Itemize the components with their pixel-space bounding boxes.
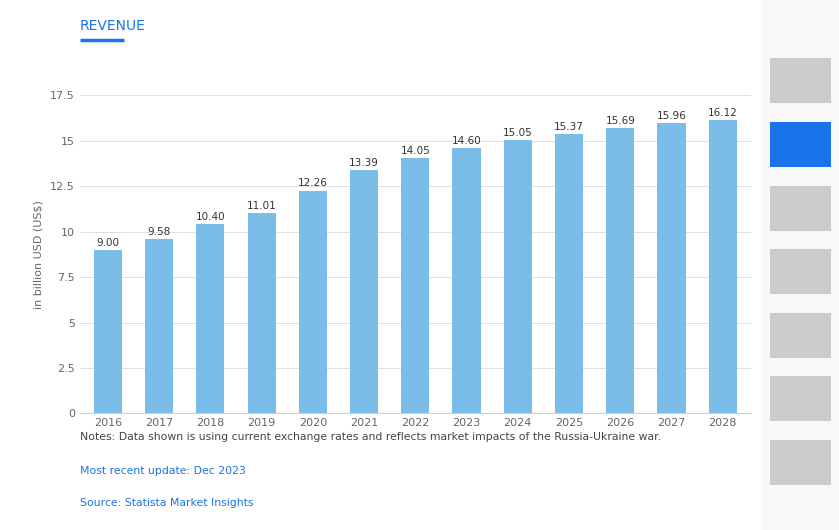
Bar [769,376,831,421]
Bar [769,313,831,358]
Bar [503,140,532,413]
Bar [769,122,831,167]
Text: REVENUE: REVENUE [80,19,146,32]
Bar [555,134,583,413]
Text: 11.01: 11.01 [247,201,277,211]
Bar [145,240,173,413]
Bar [94,250,122,413]
Text: 14.60: 14.60 [451,136,482,146]
Bar [196,224,225,413]
Y-axis label: in billion USD (US$): in billion USD (US$) [34,200,43,309]
Text: Notes: Data shown is using current exchange rates and reflects market impacts of: Notes: Data shown is using current excha… [80,432,660,442]
Bar [452,148,481,413]
Text: 9.00: 9.00 [96,237,119,248]
Bar [769,186,831,231]
Text: 16.12: 16.12 [708,108,737,118]
Bar [606,128,634,413]
Bar [401,158,430,413]
Text: 9.58: 9.58 [148,227,171,237]
Text: Source: Statista Market Insights: Source: Statista Market Insights [80,498,253,508]
Text: 14.05: 14.05 [400,146,430,156]
Bar [709,120,737,413]
Text: 10.40: 10.40 [195,212,225,222]
Text: 13.39: 13.39 [349,158,379,168]
Text: 15.05: 15.05 [503,128,533,138]
Text: 12.26: 12.26 [298,179,328,189]
Bar [248,214,276,413]
Bar [769,249,831,294]
Bar [769,440,831,485]
Text: Most recent update: Dec 2023: Most recent update: Dec 2023 [80,466,246,476]
Bar [658,123,685,413]
Text: 15.37: 15.37 [554,122,584,132]
Bar [769,58,831,103]
Text: 15.96: 15.96 [657,111,686,121]
Bar [299,191,327,413]
Bar [350,170,378,413]
Text: 15.69: 15.69 [605,116,635,126]
